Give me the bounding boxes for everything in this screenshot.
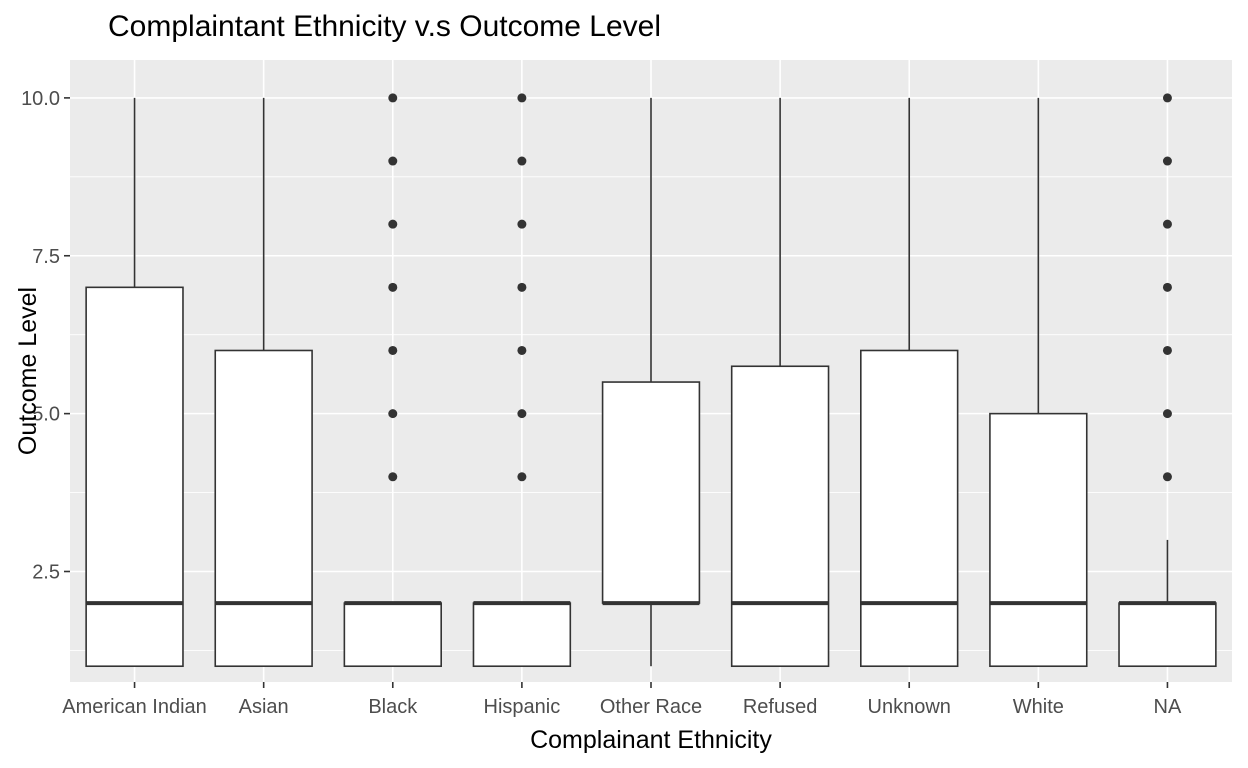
box-na bbox=[1118, 93, 1217, 668]
box-hispanic bbox=[472, 93, 572, 668]
x-tick-label: Hispanic bbox=[484, 696, 561, 718]
box-white bbox=[989, 97, 1088, 668]
outlier-point bbox=[388, 409, 398, 419]
outlier-point bbox=[517, 219, 527, 229]
outlier-point bbox=[388, 219, 398, 229]
iqr-box bbox=[1118, 602, 1217, 668]
chart-title: Complaintant Ethnicity v.s Outcome Level bbox=[108, 10, 662, 43]
box-asian bbox=[214, 97, 313, 668]
iqr-box bbox=[860, 349, 959, 668]
iqr-box bbox=[989, 412, 1088, 668]
box-american-indian bbox=[85, 97, 184, 668]
outlier-point bbox=[1162, 409, 1172, 419]
outlier-point bbox=[517, 156, 527, 166]
y-axis-title: Outcome Level bbox=[14, 287, 42, 455]
y-tick-label: 7.5 bbox=[32, 246, 60, 268]
x-tick-label: NA bbox=[1154, 696, 1182, 718]
box-unknown bbox=[860, 97, 959, 668]
y-tick-label: 2.5 bbox=[32, 561, 60, 583]
outlier-point bbox=[388, 156, 398, 166]
x-tick-label: Black bbox=[368, 696, 418, 718]
iqr-box bbox=[601, 381, 701, 604]
outlier-point bbox=[1162, 472, 1172, 482]
box-series bbox=[85, 93, 1217, 668]
x-tick-label: White bbox=[1013, 696, 1064, 718]
x-tick-label: American Indian bbox=[62, 696, 207, 718]
outlier-point bbox=[388, 282, 398, 292]
outlier-point bbox=[517, 282, 527, 292]
x-axis-title: Complainant Ethnicity bbox=[530, 726, 772, 754]
box-black bbox=[343, 93, 442, 668]
outlier-point bbox=[517, 345, 527, 355]
y-tick-label: 5.0 bbox=[32, 404, 60, 426]
outlier-point bbox=[517, 472, 527, 482]
outlier-point bbox=[517, 409, 527, 419]
outlier-point bbox=[1162, 156, 1172, 166]
x-axis: American Indian Asian Black Hispanic Other R… bbox=[62, 682, 1182, 718]
iqr-box bbox=[85, 286, 184, 668]
iqr-box bbox=[472, 602, 572, 668]
iqr-box bbox=[214, 349, 313, 668]
outlier-point bbox=[517, 93, 527, 103]
outlier-point bbox=[1162, 345, 1172, 355]
outlier-point bbox=[1162, 93, 1172, 103]
outlier-point bbox=[388, 345, 398, 355]
outlier-point bbox=[388, 93, 398, 103]
y-axis: 2.5 5.0 7.5 10.0 bbox=[21, 88, 70, 583]
y-tick-label: 10.0 bbox=[21, 88, 60, 110]
box-other-race bbox=[601, 97, 701, 667]
x-tick-label: Asian bbox=[239, 696, 289, 718]
iqr-box bbox=[343, 602, 442, 668]
x-tick-label: Unknown bbox=[868, 696, 951, 718]
x-tick-label: Refused bbox=[743, 696, 818, 718]
box-refused bbox=[730, 97, 830, 668]
outlier-point bbox=[1162, 219, 1172, 229]
x-tick-label: Other Race bbox=[600, 696, 702, 718]
iqr-box bbox=[730, 365, 830, 668]
outlier-point bbox=[1162, 282, 1172, 292]
outlier-point bbox=[388, 472, 398, 482]
